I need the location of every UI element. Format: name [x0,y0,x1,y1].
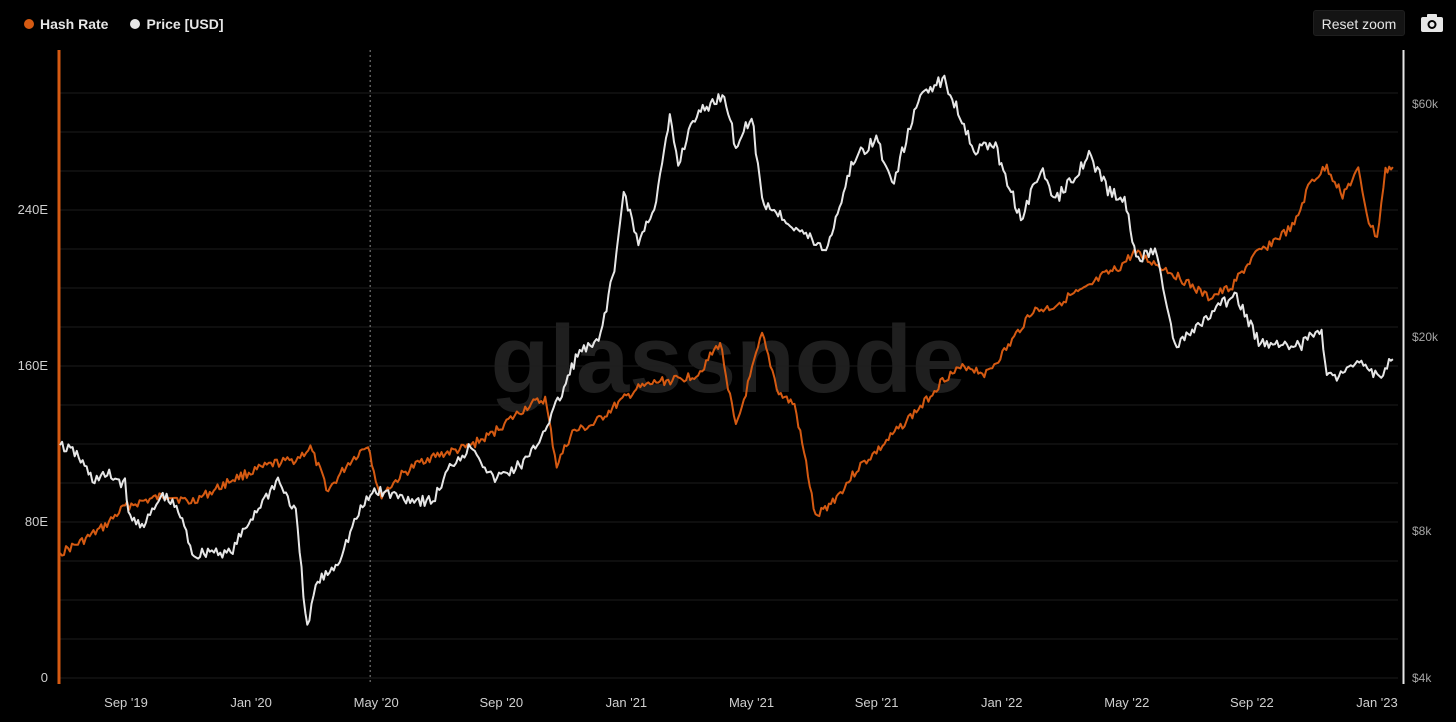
x-tick-label: Jan '23 [1356,695,1398,710]
x-tick-label: May '21 [729,695,774,710]
price-dot [130,19,141,29]
x-tick-label: Jan '22 [981,695,1023,710]
legend-item-hash-rate[interactable]: Hash Rate [24,16,108,32]
right-tick-label: $8k [1412,524,1432,538]
right-tick-label: $4k [1412,671,1432,685]
legend-label-hash-rate: Hash Rate [40,16,109,32]
legend-item-price[interactable]: Price [USD] [130,16,224,32]
series-layer [59,74,1394,626]
reset-zoom-button[interactable]: Reset zoom [1313,10,1405,36]
right-tick-label: $20k [1412,330,1439,344]
left-tick-label: 0 [41,670,48,685]
series-line-price [59,74,1394,626]
gridlines [60,92,1398,679]
left-tick-label: 240E [18,202,49,217]
camera-icon[interactable] [1419,12,1445,34]
right-axis-ticks: $4k $8k $20k $60k [1412,97,1439,685]
legend-label-price: Price [USD] [146,16,224,32]
left-tick-label: 160E [18,358,49,373]
x-tick-label: Jan '20 [230,695,272,710]
x-tick-label: May '22 [1104,695,1149,710]
watermark: glassnode [491,306,966,413]
x-tick-label: Sep '19 [104,695,148,710]
right-tick-label: $60k [1412,97,1439,111]
hash-rate-dot [24,19,34,29]
x-tick-label: Sep '22 [1230,695,1274,710]
x-axis-ticks: Sep '19 Jan '20 May '20 Sep '20 Jan '21 May '… [104,695,1398,710]
series-line-hash-rate [59,163,1394,557]
x-tick-label: May '20 [354,695,399,710]
x-tick-label: Sep '20 [479,695,523,710]
x-tick-label: Sep '21 [855,695,899,710]
legend: Hash Rate Price [USD] [24,16,224,32]
x-tick-label: Jan '21 [606,695,648,710]
left-axis-ticks: 0 80E 160E 240E [18,202,49,685]
left-tick-label: 80E [25,514,48,529]
